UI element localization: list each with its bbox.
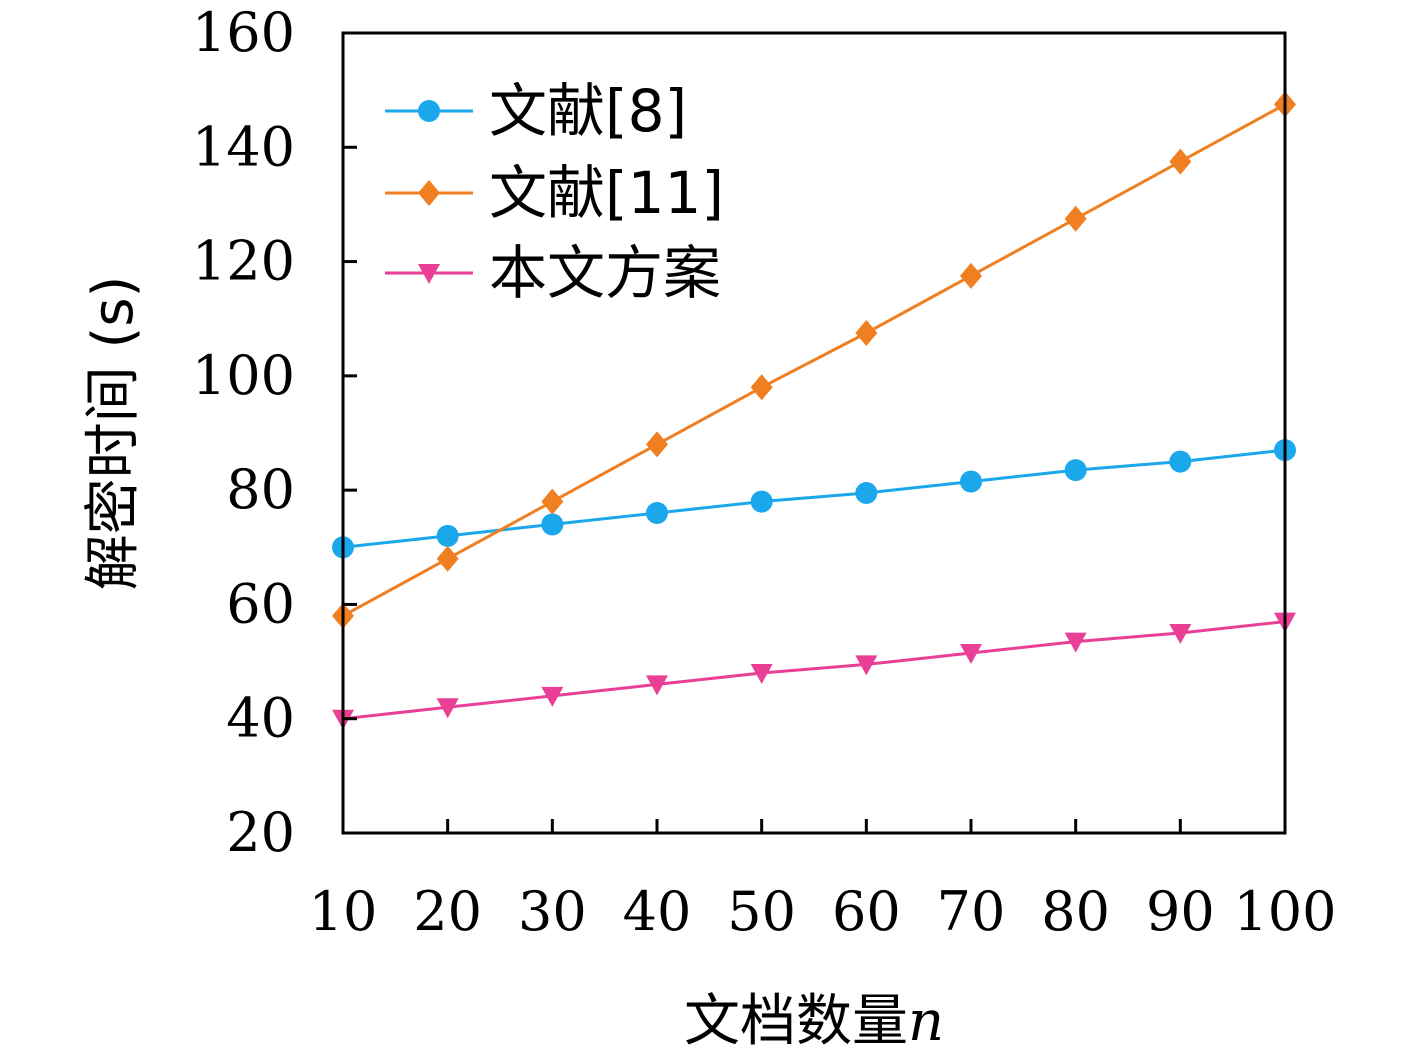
y-tick-label: 40 xyxy=(226,687,295,750)
x-tick-label: 40 xyxy=(623,880,692,943)
data-point xyxy=(960,262,982,289)
data-point xyxy=(541,513,564,536)
legend-entry: 本文方案 xyxy=(385,239,721,307)
data-point xyxy=(1169,624,1192,644)
data-point xyxy=(1064,632,1087,653)
series-1 xyxy=(332,439,1296,559)
legend-marker xyxy=(418,100,440,122)
data-point xyxy=(436,698,459,719)
legend-entry: 文献[8] xyxy=(385,77,687,145)
y-tick-label: 80 xyxy=(226,458,295,521)
series-3 xyxy=(332,612,1296,730)
data-point xyxy=(436,545,459,572)
legend-entry: 文献[11] xyxy=(385,159,724,227)
data-point xyxy=(541,686,564,707)
y-tick-label: 140 xyxy=(192,115,295,178)
data-point xyxy=(646,502,668,524)
x-tick-label: 80 xyxy=(1041,880,1110,943)
legend: 文献[8] 文献[11] 本文方案 xyxy=(385,77,724,307)
data-point xyxy=(855,655,878,676)
y-tick-label: 100 xyxy=(192,344,295,407)
y-tick-label: 160 xyxy=(192,1,295,64)
series-line xyxy=(342,103,1286,618)
data-point xyxy=(750,490,773,513)
legend-label: 文献[8] xyxy=(489,77,687,145)
x-axis-title: 文档数量n xyxy=(684,989,944,1054)
data-point xyxy=(750,664,773,684)
data-point xyxy=(1064,459,1087,482)
x-tick-label: 10 xyxy=(309,880,378,943)
legend-label: 文献[11] xyxy=(489,159,724,227)
data-point xyxy=(855,320,878,346)
legend-marker xyxy=(418,180,440,206)
y-tick-label: 20 xyxy=(226,801,295,864)
y-tick-label: 60 xyxy=(226,572,295,635)
legend-label: 本文方案 xyxy=(489,239,721,307)
plot-frame xyxy=(341,31,1287,835)
data-point xyxy=(1169,148,1192,175)
y-axis-title: 解密时间 (s) xyxy=(81,276,146,591)
series-line xyxy=(342,448,1286,549)
x-tick-label: 60 xyxy=(832,880,901,943)
plot-area xyxy=(332,91,1296,730)
series-2 xyxy=(332,91,1296,629)
data-point xyxy=(960,644,982,664)
data-point xyxy=(1064,205,1087,232)
x-tick-label: 70 xyxy=(937,880,1006,943)
legend-marker xyxy=(418,264,440,284)
data-point xyxy=(855,482,878,504)
x-tick-label: 30 xyxy=(518,880,587,943)
data-point xyxy=(541,488,564,515)
data-point xyxy=(960,470,982,493)
x-tick-label: 90 xyxy=(1146,880,1215,943)
data-point xyxy=(646,431,668,458)
x-tick-label: 20 xyxy=(413,880,482,943)
data-point xyxy=(436,524,459,547)
x-tick-label: 100 xyxy=(1233,880,1336,943)
data-point xyxy=(646,675,668,696)
data-point xyxy=(750,374,773,401)
x-axis-variable: n xyxy=(908,989,944,1054)
data-point xyxy=(1169,450,1192,473)
x-tick-label: 50 xyxy=(727,880,796,943)
y-tick-label: 120 xyxy=(192,230,295,293)
series-line xyxy=(342,620,1286,721)
